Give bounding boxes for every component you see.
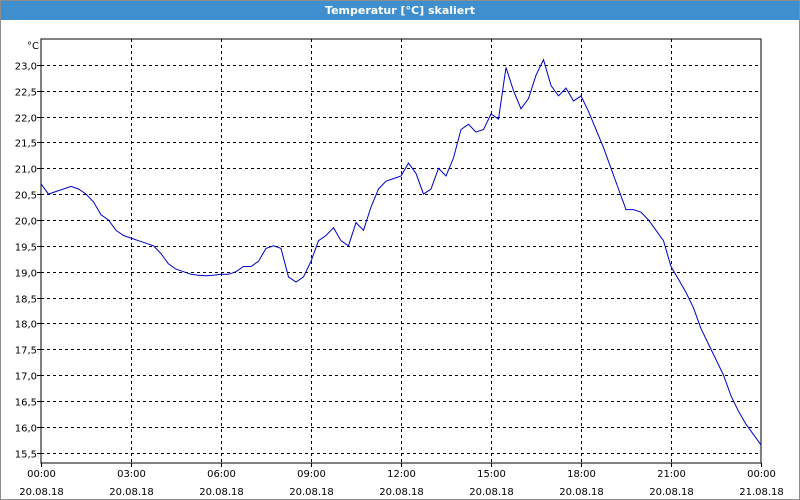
y-tick-label: 21,5	[15, 139, 37, 150]
y-tick-label: 17,0	[15, 372, 37, 383]
chart-grid	[41, 39, 761, 463]
x-tick-date-label: 20.08.18	[289, 487, 334, 498]
y-tick-label: 19,0	[15, 269, 37, 280]
x-tick-date-label: 20.08.18	[19, 487, 64, 498]
y-tick-label: 23,0	[15, 62, 37, 73]
temperature-chart: 15,5 16,0 16,5 17,0 17,5 18,0 18,5 19,0 19,5 20,0…	[15, 38, 784, 498]
y-tick-label: 17,5	[15, 346, 37, 357]
y-tick-label: 20,5	[15, 191, 37, 202]
x-tick-time-label: 18:00	[567, 469, 596, 480]
y-tick-label: 22,0	[15, 114, 37, 125]
x-tick-date-label: 20.08.18	[469, 487, 514, 498]
y-axis-unit-label: °C	[27, 41, 39, 52]
y-tick-label: 20,0	[15, 217, 37, 228]
y-tick-label: 19,5	[15, 243, 37, 254]
y-tick-label: 18,5	[15, 295, 37, 306]
y-tick-label: 22,5	[15, 88, 37, 99]
x-tick-time-label: 21:00	[657, 469, 686, 480]
x-tick-time-label: 03:00	[117, 469, 146, 480]
x-tick-time-label: 00:00	[747, 469, 776, 480]
chart-series-layer	[40, 58, 762, 446]
window-title: Temperatur [°C] skaliert	[1, 1, 799, 20]
x-tick-date-label: 20.08.18	[199, 487, 244, 498]
x-tick-date-label: 20.08.18	[109, 487, 154, 498]
x-tick-date-label: 20.08.18	[379, 487, 424, 498]
x-tick-time-label: 06:00	[207, 469, 236, 480]
x-tick-date-label: 20.08.18	[649, 487, 694, 498]
y-tick-label: 21,0	[15, 165, 37, 176]
chart-axes	[37, 65, 762, 467]
x-tick-time-label: 15:00	[477, 469, 506, 480]
x-tick-date-label: 20.08.18	[559, 487, 604, 498]
x-tick-time-label: 09:00	[297, 469, 326, 480]
x-tick-date-label: 21.08.18	[739, 487, 784, 498]
y-tick-labels: 15,5 16,0 16,5 17,0 17,5 18,0 18,5 19,0 19,5 20,0…	[15, 62, 37, 461]
y-tick-label: 15,5	[15, 450, 37, 461]
x-tick-time-label: 00:00	[27, 469, 56, 480]
x-tick-time-label: 12:00	[387, 469, 416, 480]
y-tick-label: 18,0	[15, 320, 37, 331]
x-tick-labels: 00:00 20.08.18 03:00 20.08.18 06:00 20.08.18 0…	[19, 469, 784, 498]
y-tick-label: 16,0	[15, 424, 37, 435]
y-tick-label: 16,5	[15, 398, 37, 409]
temperature-series-line	[40, 58, 762, 446]
